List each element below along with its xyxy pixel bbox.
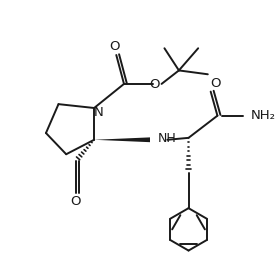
Text: O: O	[71, 195, 81, 208]
Text: O: O	[109, 40, 120, 53]
Text: NH: NH	[158, 132, 176, 145]
Text: N: N	[94, 106, 104, 119]
Polygon shape	[94, 137, 150, 142]
Text: NH₂: NH₂	[251, 109, 276, 122]
Text: O: O	[210, 77, 221, 90]
Text: O: O	[150, 78, 160, 91]
